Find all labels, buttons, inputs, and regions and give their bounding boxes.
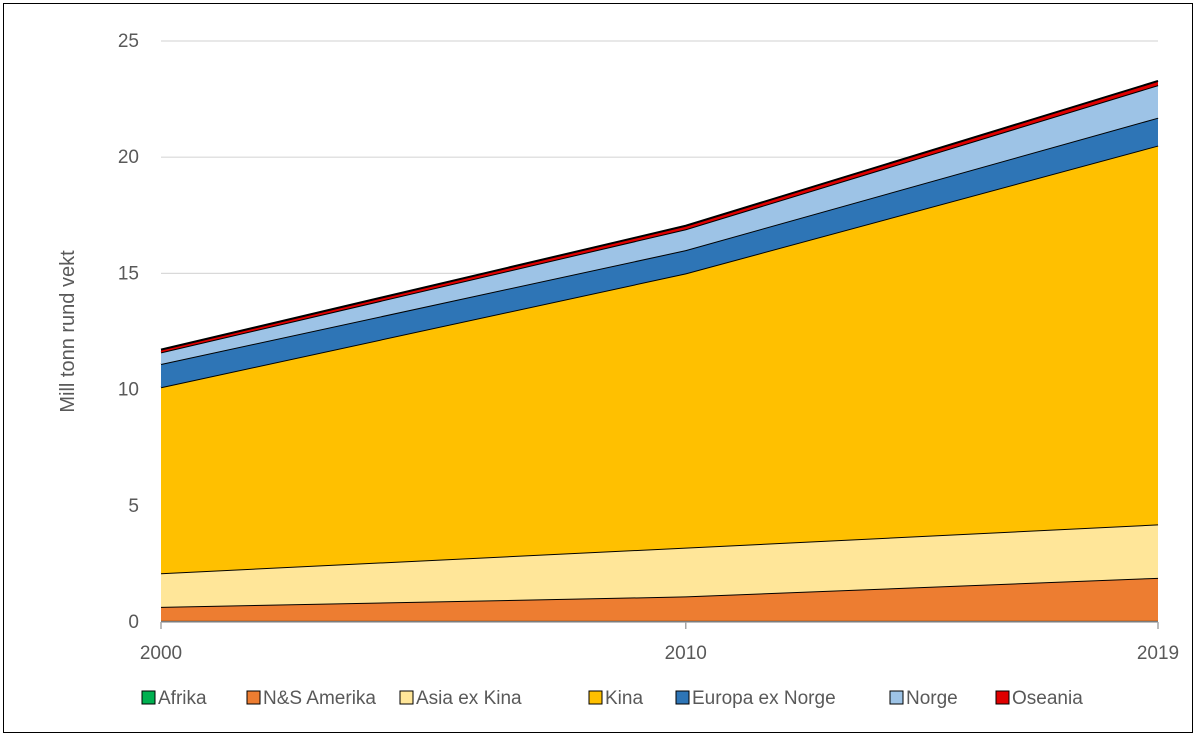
legend-swatch-kina: [588, 690, 603, 705]
y-tick-label: 10: [118, 380, 139, 401]
y-tick-label: 5: [128, 496, 139, 517]
legend-label-afrika: Afrika: [158, 688, 207, 709]
y-tick-label: 0: [128, 612, 139, 633]
legend-label-n-s-amerika: N&S Amerika: [263, 688, 376, 709]
y-tick-label: 15: [118, 263, 139, 284]
area-kina: [161, 145, 1158, 574]
x-tick-label: 2010: [665, 643, 707, 664]
legend-swatch-afrika: [141, 690, 156, 705]
area-edge-n-s-amerika: [160, 576, 1159, 608]
x-tick-label: 2019: [1137, 643, 1179, 664]
chart-frame: 0 5 10 15 20 25 2000 2010 2019 Mill tonn rund v…: [3, 3, 1193, 733]
legend-label-oseania: Oseania: [1012, 688, 1083, 709]
area-asia-ex-kina: [161, 524, 1158, 607]
stacked-area-chart: 0 5 10 15 20 25 2000 2010 2019 Mill tonn rund v…: [57, 31, 1179, 709]
y-tick-label: 25: [118, 31, 139, 52]
y-tick-label: 20: [118, 147, 139, 168]
legend-swatch-oseania: [995, 690, 1010, 705]
x-tick-labels: 2000 2010 2019: [140, 643, 1179, 664]
axes: [160, 621, 1159, 629]
area-edge-norge: [160, 84, 1159, 354]
legend-label-europa-ex-norge: Europa ex Norge: [692, 688, 836, 709]
legend-swatch-norge: [889, 690, 904, 705]
legend: Afrika N&S Amerika Asia ex Kina Kina Europa …: [141, 688, 1083, 709]
x-tick-label: 2000: [140, 643, 182, 664]
legend-label-asia-ex-kina: Asia ex Kina: [416, 688, 522, 709]
area-europa-ex-norge: [161, 117, 1158, 388]
area-series: [160, 80, 1159, 622]
y-axis-label: Mill tonn rund vekt: [57, 250, 79, 413]
legend-label-norge: Norge: [906, 688, 958, 709]
legend-label-kina: Kina: [605, 688, 643, 709]
legend-swatch-europa-ex-norge: [675, 690, 690, 705]
legend-swatch-asia-ex-kina: [399, 690, 414, 705]
legend-swatch-n-s-amerika: [246, 690, 261, 705]
area-edge-oseania: [160, 80, 1159, 351]
y-tick-labels: 0 5 10 15 20 25: [118, 31, 139, 633]
